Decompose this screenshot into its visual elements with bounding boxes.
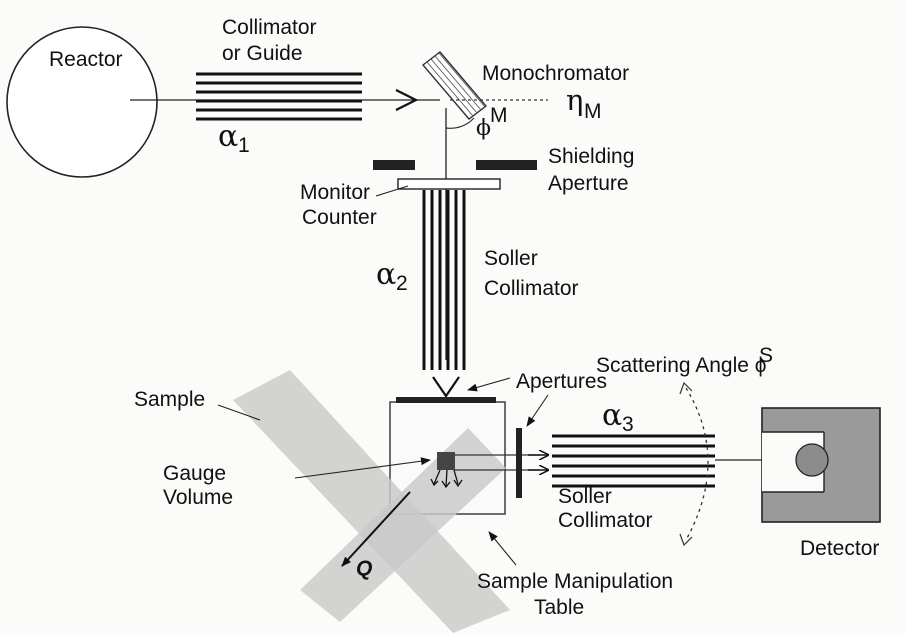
alpha3-subscript: 3 bbox=[622, 413, 634, 436]
side-aperture bbox=[516, 428, 522, 498]
shielding-aperture-right bbox=[476, 160, 537, 170]
leader-gauge bbox=[294, 457, 431, 479]
scattering-angle-superscript: S bbox=[759, 344, 773, 367]
phi-m-superscript: M bbox=[490, 104, 508, 127]
alpha2-symbol: α bbox=[376, 257, 396, 292]
alpha1-subscript: 1 bbox=[238, 134, 250, 157]
beam-arrowhead-1 bbox=[395, 89, 419, 111]
monitor-counter bbox=[397, 178, 501, 190]
leader-table bbox=[488, 531, 517, 566]
monochromator-label: Monochromator bbox=[482, 62, 629, 85]
eta-symbol: η bbox=[566, 83, 583, 117]
scattering-arc-arrow-bottom bbox=[679, 533, 693, 547]
detector-label: Detector bbox=[800, 537, 879, 560]
leader-sample bbox=[217, 404, 261, 421]
monitor-label-line1: Monitor bbox=[300, 181, 370, 204]
table-label-line2: Table bbox=[534, 596, 584, 619]
gauge-volume bbox=[437, 452, 455, 470]
soller-lower-label-line2: Collimator bbox=[558, 509, 653, 532]
top-aperture bbox=[396, 397, 496, 403]
collimator-label-line1: Collimator bbox=[222, 16, 317, 39]
leader-monitor bbox=[375, 185, 409, 197]
scattering-arc-arrow-top bbox=[679, 381, 693, 395]
table-label-line1: Sample Manipulation bbox=[477, 570, 673, 593]
gauge-label-line1: Gauge bbox=[163, 462, 226, 485]
shielding-label-line2: Aperture bbox=[548, 172, 629, 195]
phi-m-arc bbox=[445, 117, 475, 129]
scattering-angle-label: Scattering Angle ϕ bbox=[596, 354, 767, 377]
reactor-circle bbox=[6, 26, 158, 178]
gauge-label-line2: Volume bbox=[163, 486, 233, 509]
collimator-label-line2: or Guide bbox=[222, 42, 303, 65]
collimator-1 bbox=[196, 72, 362, 121]
soller-collimator-vertical bbox=[422, 190, 466, 370]
beam-arrowhead-down bbox=[432, 376, 460, 398]
soller-collimator-horizontal bbox=[552, 434, 715, 488]
shielding-aperture-left bbox=[373, 160, 415, 170]
soller-upper-label-line2: Collimator bbox=[484, 277, 579, 300]
alpha3-symbol: α bbox=[602, 398, 622, 433]
sample-slab-left bbox=[233, 370, 510, 633]
leader-apertures-1 bbox=[467, 377, 511, 392]
alpha2-subscript: 2 bbox=[396, 272, 408, 295]
shielding-label-line1: Shielding bbox=[548, 145, 634, 168]
scatter-arrows bbox=[430, 469, 463, 489]
soller-lower-label-line1: Soller bbox=[558, 485, 612, 508]
eta-subscript: M bbox=[584, 100, 602, 123]
apertures-label: Apertures bbox=[516, 370, 607, 393]
alpha1-symbol: α bbox=[218, 119, 238, 154]
scattering-angle-arc bbox=[685, 387, 709, 541]
sample-label: Sample bbox=[134, 388, 205, 411]
detector-sensor bbox=[795, 443, 829, 477]
reactor-label: Reactor bbox=[49, 48, 123, 71]
soller-upper-label-line1: Soller bbox=[484, 247, 538, 270]
q-vector-label: Q bbox=[356, 557, 372, 580]
phi-m-symbol: ϕ bbox=[476, 116, 491, 141]
sample-slab-right bbox=[300, 428, 506, 622]
leader-apertures-2 bbox=[526, 394, 549, 427]
monitor-label-line2: Counter bbox=[302, 206, 377, 229]
monochromator-crystal bbox=[421, 51, 488, 120]
q-vector-arrow bbox=[341, 491, 411, 567]
